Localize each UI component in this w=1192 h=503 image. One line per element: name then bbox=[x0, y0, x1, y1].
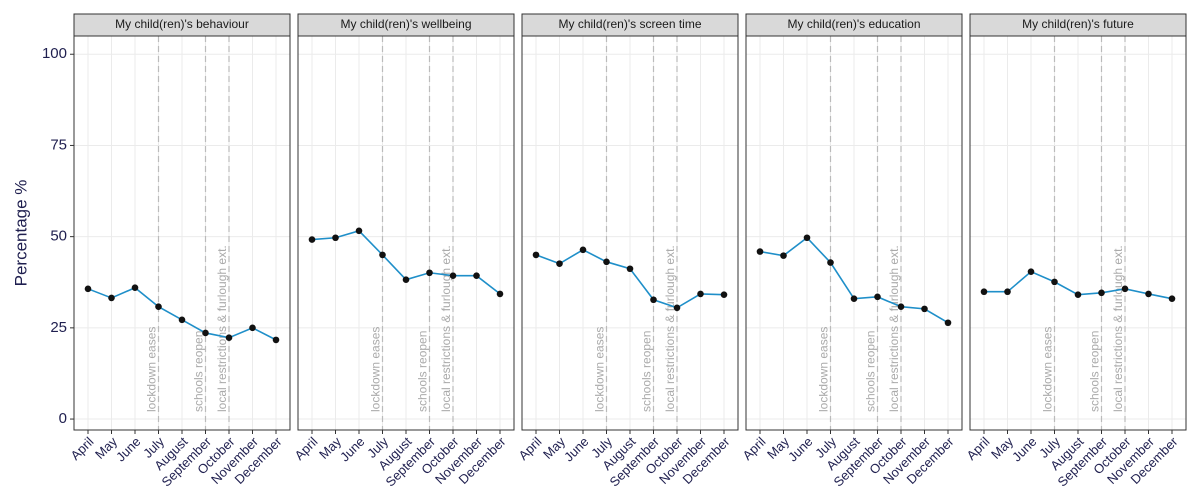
x-tick-label: June bbox=[785, 434, 816, 465]
point bbox=[202, 329, 209, 337]
point bbox=[944, 319, 952, 327]
event-label: local restrictions & furlough ext. bbox=[215, 245, 229, 412]
point bbox=[980, 288, 988, 296]
point bbox=[650, 296, 657, 304]
strip bbox=[73, 13, 291, 37]
point bbox=[1051, 278, 1058, 286]
event-label: schools reopen bbox=[640, 331, 654, 412]
x-tick-label: April bbox=[516, 434, 545, 463]
x-tick-label: June bbox=[561, 434, 592, 465]
point bbox=[402, 276, 410, 283]
x-tick-label: April bbox=[68, 434, 97, 463]
point bbox=[1004, 288, 1011, 296]
strip-title: My child(ren)'s future bbox=[1022, 17, 1134, 31]
x-tick-label: June bbox=[1009, 434, 1040, 465]
point bbox=[308, 236, 316, 243]
x-tick-label: June bbox=[337, 434, 368, 465]
point bbox=[827, 259, 834, 266]
strip bbox=[521, 13, 739, 37]
point bbox=[756, 248, 764, 255]
point bbox=[178, 316, 186, 324]
event-label: schools reopen bbox=[864, 331, 878, 412]
strip-title: My child(ren)'s behaviour bbox=[115, 17, 249, 31]
y-tick-label: 0 bbox=[59, 410, 67, 427]
event-label: schools reopen bbox=[416, 331, 430, 412]
point bbox=[84, 285, 92, 293]
point bbox=[673, 304, 681, 312]
point bbox=[379, 251, 386, 259]
point bbox=[1145, 290, 1152, 298]
point bbox=[1121, 285, 1129, 293]
point bbox=[532, 251, 540, 259]
event-label: schools reopen bbox=[1088, 331, 1102, 412]
event-label: lockdown eases bbox=[593, 327, 607, 412]
point bbox=[874, 293, 881, 301]
y-tick-label: 100 bbox=[42, 45, 67, 62]
event-label: lockdown eases bbox=[369, 327, 383, 412]
point bbox=[780, 252, 787, 259]
point bbox=[332, 234, 339, 242]
point bbox=[897, 303, 905, 310]
point bbox=[603, 258, 610, 266]
strip-title: My child(ren)'s wellbeing bbox=[340, 17, 471, 31]
y-tick-label: 75 bbox=[50, 136, 67, 153]
point bbox=[108, 294, 115, 302]
point bbox=[473, 272, 480, 279]
strip bbox=[297, 13, 515, 37]
y-axis-title: Percentage % bbox=[11, 180, 30, 287]
point bbox=[556, 260, 563, 267]
point bbox=[697, 290, 704, 298]
point bbox=[496, 290, 504, 298]
event-label: local restrictions & furlough ext. bbox=[887, 245, 901, 412]
x-tick-label: April bbox=[740, 434, 769, 463]
point bbox=[720, 291, 728, 298]
point bbox=[355, 227, 363, 235]
event-label: local restrictions & furlough ext. bbox=[663, 245, 677, 412]
strip bbox=[745, 13, 963, 37]
strip bbox=[969, 13, 1187, 37]
point bbox=[579, 246, 587, 254]
point bbox=[225, 334, 233, 342]
x-tick-label: April bbox=[292, 434, 321, 463]
point bbox=[803, 234, 811, 242]
event-label: schools reopen bbox=[192, 331, 206, 412]
point bbox=[921, 305, 928, 313]
point bbox=[850, 295, 858, 302]
point bbox=[249, 324, 256, 332]
strip-title: My child(ren)'s education bbox=[787, 17, 920, 31]
event-label: local restrictions & furlough ext. bbox=[439, 245, 453, 412]
point bbox=[272, 336, 280, 344]
y-tick-label: 25 bbox=[50, 319, 67, 336]
point bbox=[1027, 268, 1035, 275]
event-label: lockdown eases bbox=[145, 327, 159, 412]
event-label: lockdown eases bbox=[817, 327, 831, 412]
point bbox=[626, 265, 634, 273]
point bbox=[131, 284, 139, 292]
x-tick-label: June bbox=[113, 434, 144, 465]
point bbox=[155, 303, 162, 310]
x-tick-label: April bbox=[964, 434, 993, 463]
point bbox=[1168, 295, 1176, 302]
point bbox=[449, 272, 457, 279]
event-label: local restrictions & furlough ext. bbox=[1111, 245, 1125, 412]
point bbox=[426, 269, 433, 277]
point bbox=[1074, 291, 1082, 298]
strip-title: My child(ren)'s screen time bbox=[559, 17, 702, 31]
y-tick-label: 50 bbox=[50, 228, 67, 245]
point bbox=[1098, 289, 1105, 297]
event-label: lockdown eases bbox=[1041, 327, 1055, 412]
